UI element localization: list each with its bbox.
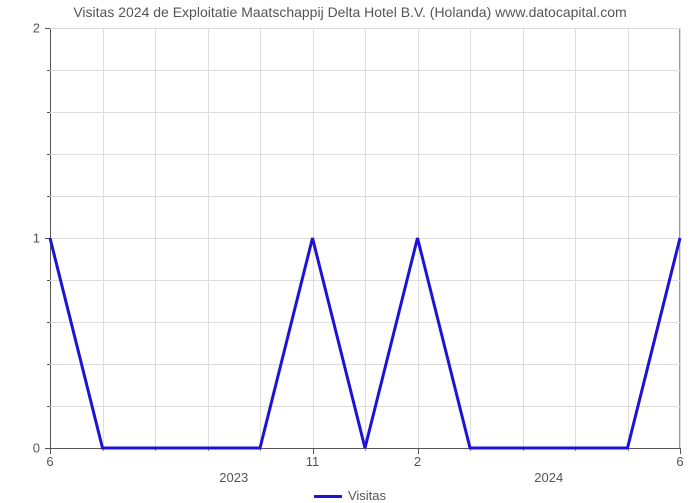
y-tick-label: 0 [0,441,40,456]
x-tick-label: 11 [306,454,320,469]
y-tick-label: 1 [0,231,40,246]
legend-swatch [314,495,342,498]
y-tick-label: 2 [0,21,40,36]
chart-title: Visitas 2024 de Exploitatie Maatschappij… [0,4,700,20]
x-group-label: 2023 [219,470,248,485]
x-tick-label: 6 [46,454,53,469]
legend-label: Visitas [348,488,386,503]
chart-container: { "chart": { "type": "line", "title": "V… [0,0,700,500]
line-series [50,28,680,448]
x-group-label: 2024 [534,470,563,485]
legend: Visitas [0,488,700,503]
x-tick-label: 2 [414,454,421,469]
x-tick-label: 6 [676,454,683,469]
